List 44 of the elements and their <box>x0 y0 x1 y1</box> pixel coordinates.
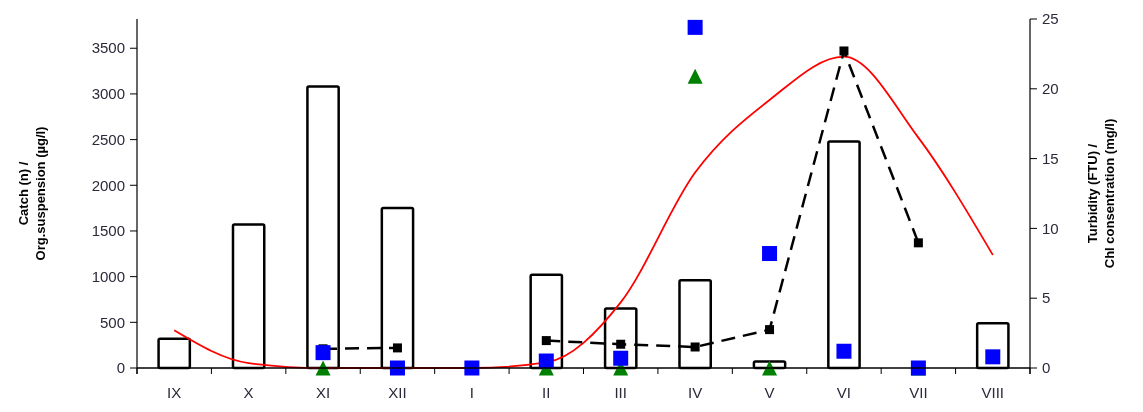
y-tick-label: 3000 <box>91 85 125 103</box>
y-tick-label: 2500 <box>91 130 125 148</box>
point <box>613 350 629 366</box>
y-tick-label: 500 <box>99 313 125 331</box>
point <box>315 360 331 376</box>
y2-tick-label: 5 <box>1042 289 1051 307</box>
point <box>690 342 700 352</box>
y2-tick-label: 15 <box>1042 149 1059 167</box>
point <box>839 46 849 56</box>
point <box>765 325 775 335</box>
y2-tick-label: 20 <box>1042 80 1059 98</box>
point <box>985 349 1001 365</box>
x-tick-label: XII <box>388 384 407 401</box>
y-axis-title: Catch (n) / Org.suspension (µg/l) <box>16 126 48 261</box>
point <box>687 68 703 84</box>
y-tick-label: 1000 <box>91 267 125 285</box>
y2-axis-title: Turbidity (FTU) / Chl consentration (mg/l) <box>1085 118 1117 269</box>
x-tick-label: VIII <box>981 384 1005 401</box>
point <box>762 246 778 262</box>
y-tick-label: 1500 <box>91 222 125 240</box>
x-tick-label: III <box>614 384 627 401</box>
x-tick-label: II <box>542 384 551 401</box>
point <box>836 343 852 359</box>
point <box>541 336 551 346</box>
y2-tick-label: 10 <box>1042 219 1059 237</box>
point <box>762 360 778 376</box>
point <box>687 19 703 35</box>
y-tick-label: 0 <box>116 359 125 377</box>
y2-tick-label: 25 <box>1042 10 1059 28</box>
x-tick-label: V <box>764 384 775 401</box>
x-tick-label: IV <box>688 384 703 401</box>
point <box>913 238 923 248</box>
y2-tick-label: 0 <box>1042 359 1051 377</box>
y-tick-label: 3500 <box>91 39 125 57</box>
point <box>315 345 331 361</box>
x-tick-label: IX <box>167 384 182 401</box>
x-tick-label: I <box>469 384 474 401</box>
x-tick-label: VII <box>909 384 928 401</box>
y-tick-label: 2000 <box>91 176 125 194</box>
x-tick-label: X <box>243 384 254 401</box>
x-tick-label: XI <box>315 384 331 401</box>
point <box>616 339 626 349</box>
x-tick-label: VI <box>836 384 852 401</box>
point <box>392 343 402 353</box>
